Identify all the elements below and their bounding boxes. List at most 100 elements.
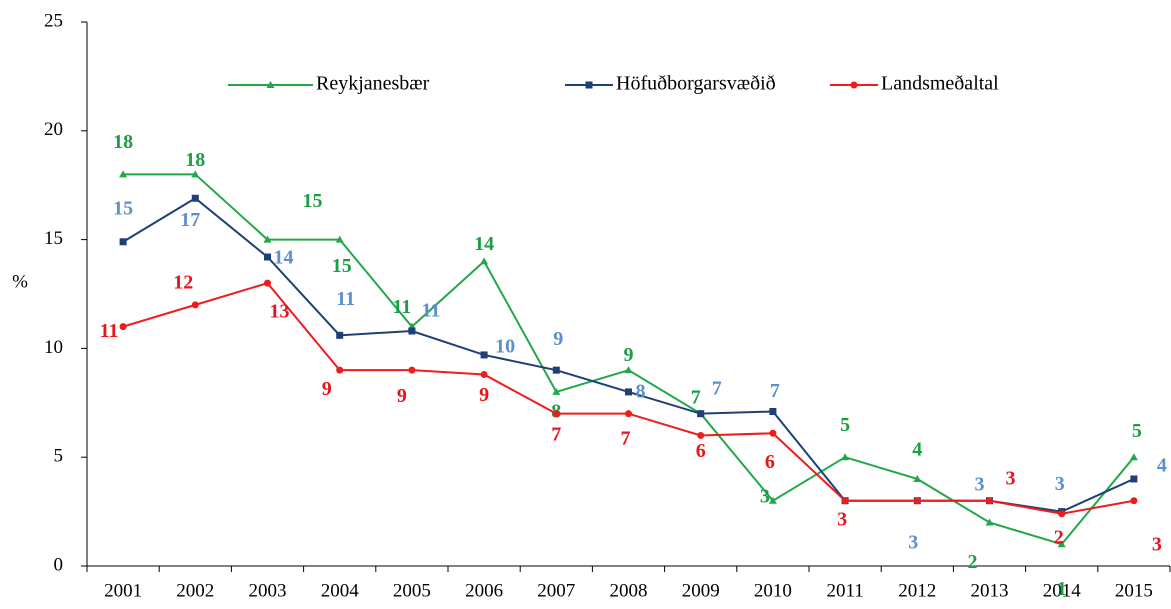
point-marker <box>191 170 200 178</box>
x-tick-label: 2013 <box>971 580 1009 601</box>
point-marker <box>119 238 127 246</box>
data-label: 15 <box>332 255 352 277</box>
point-marker <box>263 235 272 243</box>
data-label: 8 <box>636 381 646 403</box>
data-label: 13 <box>270 301 290 323</box>
data-label: 9 <box>479 384 489 406</box>
point-marker <box>985 518 994 526</box>
x-tick-label: 2003 <box>249 580 287 601</box>
point-marker <box>624 366 633 374</box>
point-marker <box>480 257 489 265</box>
data-label: 6 <box>765 451 775 473</box>
point-marker <box>552 387 561 395</box>
point-marker <box>336 366 344 374</box>
data-label: 3 <box>760 485 770 507</box>
data-label: 5 <box>1132 420 1142 442</box>
point-marker <box>480 371 488 379</box>
data-label: 14 <box>274 247 294 269</box>
legend-label: Reykjanesbær <box>316 73 430 95</box>
x-tick-label: 2009 <box>682 580 720 601</box>
data-label: 5 <box>840 414 850 436</box>
data-label: 1 <box>1057 578 1067 600</box>
y-tick-label: 25 <box>44 10 63 31</box>
y-tick-label: 5 <box>54 446 64 467</box>
point-marker <box>191 301 199 309</box>
point-marker <box>408 327 416 335</box>
x-tick-label: 2011 <box>826 580 863 601</box>
point-marker <box>1058 510 1066 518</box>
point-marker <box>264 253 271 261</box>
point-marker <box>625 410 632 418</box>
data-label: 11 <box>392 296 411 318</box>
data-label: 3 <box>1006 467 1016 489</box>
point-marker <box>986 497 993 505</box>
x-tick-label: 2004 <box>321 580 360 601</box>
data-label: 7 <box>770 380 780 402</box>
data-label: 6 <box>696 440 706 462</box>
data-label: 4 <box>1157 455 1167 477</box>
point-marker <box>841 453 850 461</box>
point-marker <box>1129 453 1138 461</box>
data-label: 17 <box>180 209 200 231</box>
x-tick-label: 2006 <box>465 580 503 601</box>
y-tick-label: 20 <box>44 119 63 140</box>
data-label: 18 <box>113 131 133 153</box>
point-marker <box>408 366 416 374</box>
y-tick-label: 0 <box>54 554 64 575</box>
x-tick-label: 2014 <box>1043 580 1082 601</box>
point-marker <box>552 366 560 374</box>
point-marker <box>769 408 777 416</box>
data-label: 11 <box>421 300 440 322</box>
data-label: 3 <box>1055 473 1065 495</box>
point-marker <box>1057 540 1066 548</box>
data-label: 3 <box>1152 533 1162 555</box>
point-marker <box>335 235 344 243</box>
data-label: 15 <box>303 190 323 212</box>
data-label: 11 <box>100 320 119 342</box>
x-tick-label: 2002 <box>176 580 214 601</box>
data-label: 3 <box>975 473 985 495</box>
point-marker <box>769 429 777 437</box>
legend-marker <box>585 81 593 89</box>
data-label: 9 <box>624 344 634 366</box>
point-marker <box>1130 475 1138 483</box>
point-marker <box>480 351 488 359</box>
x-tick-label: 2015 <box>1115 580 1153 601</box>
point-marker <box>768 496 777 504</box>
data-label: 3 <box>908 531 918 553</box>
data-label: 11 <box>336 288 355 310</box>
x-tick-label: 2010 <box>754 580 792 601</box>
data-label: 3 <box>837 508 847 530</box>
data-label: 2 <box>968 551 978 573</box>
point-marker <box>697 410 705 418</box>
data-label: 7 <box>712 377 722 399</box>
x-tick-label: 2001 <box>104 580 142 601</box>
point-marker <box>913 497 921 505</box>
data-label: 7 <box>551 423 561 445</box>
point-marker <box>119 323 127 331</box>
legend-label: Höfuðborgarsvæðið <box>616 73 776 95</box>
data-label: 9 <box>397 385 407 407</box>
y-axis-label: % <box>12 271 28 292</box>
data-label: 12 <box>173 271 193 293</box>
x-tick-label: 2007 <box>537 580 575 601</box>
data-label: 9 <box>322 378 332 400</box>
point-marker <box>841 497 849 505</box>
y-tick-label: 15 <box>44 228 63 249</box>
point-marker <box>336 331 344 339</box>
y-tick-label: 10 <box>44 337 63 358</box>
data-label: 15 <box>113 197 133 219</box>
data-label: 4 <box>912 439 922 461</box>
point-marker <box>697 431 705 439</box>
data-label: 9 <box>553 328 563 350</box>
legend-marker <box>850 81 858 89</box>
data-label: 7 <box>691 386 701 408</box>
point-marker <box>264 279 271 287</box>
point-marker <box>625 388 632 396</box>
data-label: 18 <box>185 149 205 171</box>
point-marker <box>1130 497 1138 505</box>
point-marker <box>552 410 560 418</box>
data-label: 10 <box>495 336 515 358</box>
point-marker <box>913 474 922 482</box>
